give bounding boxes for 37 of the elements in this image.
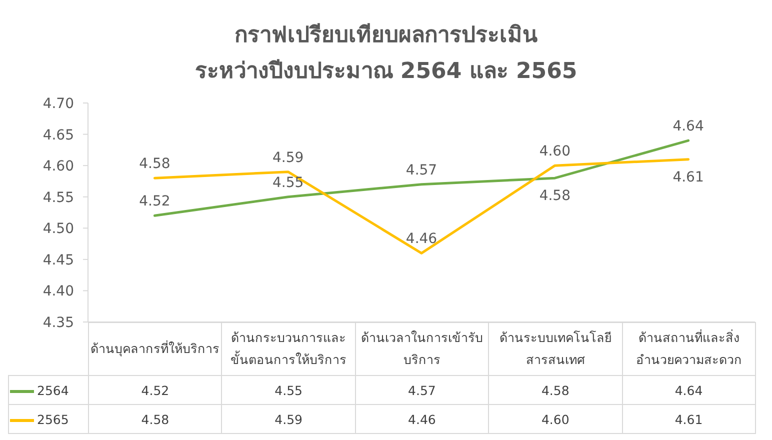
text: 4.45 <box>42 252 74 268</box>
text: 4.55 <box>272 174 304 191</box>
text: 4.60 <box>539 144 570 160</box>
data-label: 4.58 <box>488 376 622 404</box>
x-tick-label: ด้านระบบเทคโนโลยีสารสนเทศ <box>488 322 622 376</box>
chart-title: กราฟเปรียบเทียบผลการประเมิน <box>234 23 538 48</box>
text: 4.59 <box>272 150 304 166</box>
data-label: 4.57 <box>355 376 489 404</box>
text: 4.58 <box>539 188 570 204</box>
data-label: 4.46 <box>355 404 489 434</box>
text: 4.60 <box>42 158 74 175</box>
data-label: 4.52 <box>88 376 222 404</box>
data-label: 4.55 <box>222 376 356 404</box>
x-tick-label: ด้านบุคลากรที่ให้บริการ <box>88 322 222 376</box>
text: 4.35 <box>42 315 74 331</box>
text: 4.52 <box>139 194 170 210</box>
legend-label: 2564 <box>37 382 69 398</box>
text: 4.61 <box>672 169 704 186</box>
data-label: 4.61 <box>622 404 756 434</box>
text: 4.55 <box>42 190 74 206</box>
text: 4.50 <box>42 221 74 238</box>
text: 4.64 <box>672 118 704 135</box>
text: 4.57 <box>406 162 438 178</box>
legend-label: 2565 <box>37 412 69 426</box>
text: 4.58 <box>139 156 170 172</box>
text: 4.65 <box>42 127 74 144</box>
chart-subtitle: ระหว่างปีงบประมาณ 2564 และ 2565 <box>194 59 578 84</box>
x-tick-label: ด้านกระบวนการและขั้นตอนการให้บริการ <box>222 322 356 376</box>
text: 4.70 <box>42 96 74 112</box>
data-label: 4.60 <box>488 404 622 434</box>
text: 4.46 <box>406 231 438 248</box>
text: 4.40 <box>42 284 74 300</box>
data-label: 4.58 <box>88 404 222 434</box>
x-tick-label: ด้านสถานที่และสิ่งอำนวยความสะดวก <box>622 322 756 376</box>
data-label: 4.59 <box>222 404 356 434</box>
x-tick-label: ด้านเวลาในการเข้ารับบริการ <box>355 322 489 376</box>
data-label: 4.64 <box>622 376 756 404</box>
